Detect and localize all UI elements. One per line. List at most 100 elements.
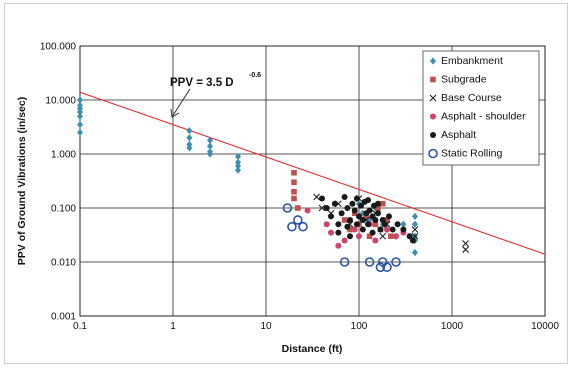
embankment-point	[411, 220, 418, 228]
x-axis-title: Distance (ft)	[282, 343, 343, 355]
plot-area	[79, 45, 546, 317]
annotation-text: PPV = 3.5 D	[170, 77, 234, 89]
static-rolling-point	[382, 262, 392, 273]
legend-label-asphalt-shoulder: Asphalt - shoulder	[441, 111, 526, 123]
base-course-point	[462, 240, 469, 247]
asphalt-point	[335, 221, 342, 228]
base-course-point	[318, 204, 326, 212]
legend-marker-base-course	[429, 94, 437, 102]
subgrade-point	[291, 179, 297, 186]
embankment-point	[186, 127, 193, 135]
asphalt-point	[353, 195, 360, 202]
asphalt-point	[359, 216, 366, 223]
asphalt-point	[331, 200, 338, 207]
embankment-point	[77, 121, 83, 129]
asphalt-point	[365, 197, 372, 204]
asphalt-shoulder-point	[304, 207, 311, 214]
static-rolling-point	[375, 262, 386, 273]
asphalt-shoulder-point	[341, 237, 348, 244]
subgrade-point	[375, 205, 381, 211]
embankment-point	[186, 134, 193, 142]
base-course-point	[379, 232, 387, 240]
legend-label-base-course: Base Course	[441, 92, 502, 104]
x-tick-label: 10000	[531, 321, 559, 332]
static-rolling-point	[282, 203, 293, 213]
embankment-point	[207, 150, 214, 158]
asphalt-point	[344, 223, 351, 230]
asphalt-point	[374, 200, 381, 207]
asphalt-point	[374, 210, 381, 217]
x-tick-label: 10	[260, 321, 272, 332]
asphalt-point	[389, 226, 396, 233]
scatter-chart: 0.1 1 10 100 1000 10000 0.001 0.010 0.100 1.000 10…	[16, 42, 559, 356]
subgrade-point	[384, 217, 390, 223]
asphalt-shoulder-point	[383, 226, 390, 233]
asphalt-point	[351, 207, 358, 214]
legend-marker-static-rolling	[428, 148, 438, 159]
asphalt-point	[365, 221, 372, 228]
subgrade-point	[291, 195, 297, 202]
subgrade-point	[295, 205, 301, 211]
static-rolling-point	[293, 215, 303, 225]
asphalt-shoulder-point	[328, 229, 335, 236]
embankment-point	[77, 96, 83, 104]
embankment-point	[207, 142, 214, 150]
subgrade-point	[372, 221, 379, 228]
annotation-arrowhead	[170, 108, 180, 118]
y-tick-label: 0.010	[51, 258, 76, 269]
asphalt-point	[338, 210, 345, 217]
embankment-point	[186, 144, 193, 152]
legend-marker-asphalt	[430, 132, 436, 138]
annotation-arrow	[171, 88, 191, 118]
asphalt-shoulder-point	[335, 242, 342, 249]
static-rolling-point	[364, 257, 375, 267]
embankment-point	[77, 108, 83, 116]
legend-label-asphalt: Asphalt	[441, 129, 476, 141]
embankment-point	[77, 128, 83, 137]
legend-marker-embankment	[430, 57, 436, 65]
asphalt-point	[406, 233, 413, 240]
x-tick-label: 0.1	[73, 321, 87, 332]
legend-marker-asphalt-shoulder	[430, 113, 436, 120]
subgrade-point	[347, 226, 353, 233]
chart-frame: 0.1 1 10 100 1000 10000 0.001 0.010 0.100 1.000 10…	[4, 3, 568, 364]
subgrade-point	[341, 217, 348, 223]
y-tick-label: 10.000	[45, 96, 76, 107]
asphalt-point	[323, 205, 330, 211]
axis-ticks: 0.1 1 10 100 1000 10000 0.001 0.010 0.100 1.000 10…	[40, 42, 559, 333]
static-rolling-point	[287, 221, 297, 232]
asphalt-shoulder-point	[372, 237, 379, 244]
x-tick-label: 100	[351, 321, 368, 332]
asphalt-point	[359, 226, 366, 233]
subgrade-point	[291, 169, 297, 176]
embankment-point	[77, 104, 83, 112]
asphalt-point	[366, 207, 373, 214]
asphalt-point	[346, 216, 353, 223]
embankment-point	[77, 112, 83, 120]
asphalt-point	[353, 221, 360, 228]
asphalt-point	[357, 202, 364, 209]
asphalt-point	[385, 213, 392, 220]
subgrade-point	[363, 213, 370, 220]
asphalt-shoulder-point	[356, 233, 362, 240]
embankment-point	[400, 220, 407, 228]
fit-line	[79, 91, 546, 255]
data-points	[77, 96, 469, 273]
asphalt-point	[318, 195, 325, 202]
asphalt-point	[346, 233, 353, 240]
embankment-point	[207, 136, 214, 144]
y-tick-label: 1.000	[51, 150, 76, 161]
asphalt-point	[377, 226, 384, 233]
fit-line-layer	[79, 91, 546, 255]
asphalt-point	[349, 200, 356, 207]
legend-label-embankment: Embankment	[441, 55, 503, 67]
legend-label-subgrade: Subgrade	[441, 74, 487, 86]
x-tick-label: 1	[170, 321, 176, 332]
embankment-point	[235, 166, 242, 174]
embankment-point	[411, 212, 418, 220]
fit-annotation: PPV = 3.5 D -0.6	[170, 72, 261, 118]
static-rolling-point	[298, 221, 308, 232]
asphalt-point	[341, 193, 348, 200]
asphalt-point	[328, 213, 335, 220]
legend-marker-subgrade	[430, 76, 436, 83]
